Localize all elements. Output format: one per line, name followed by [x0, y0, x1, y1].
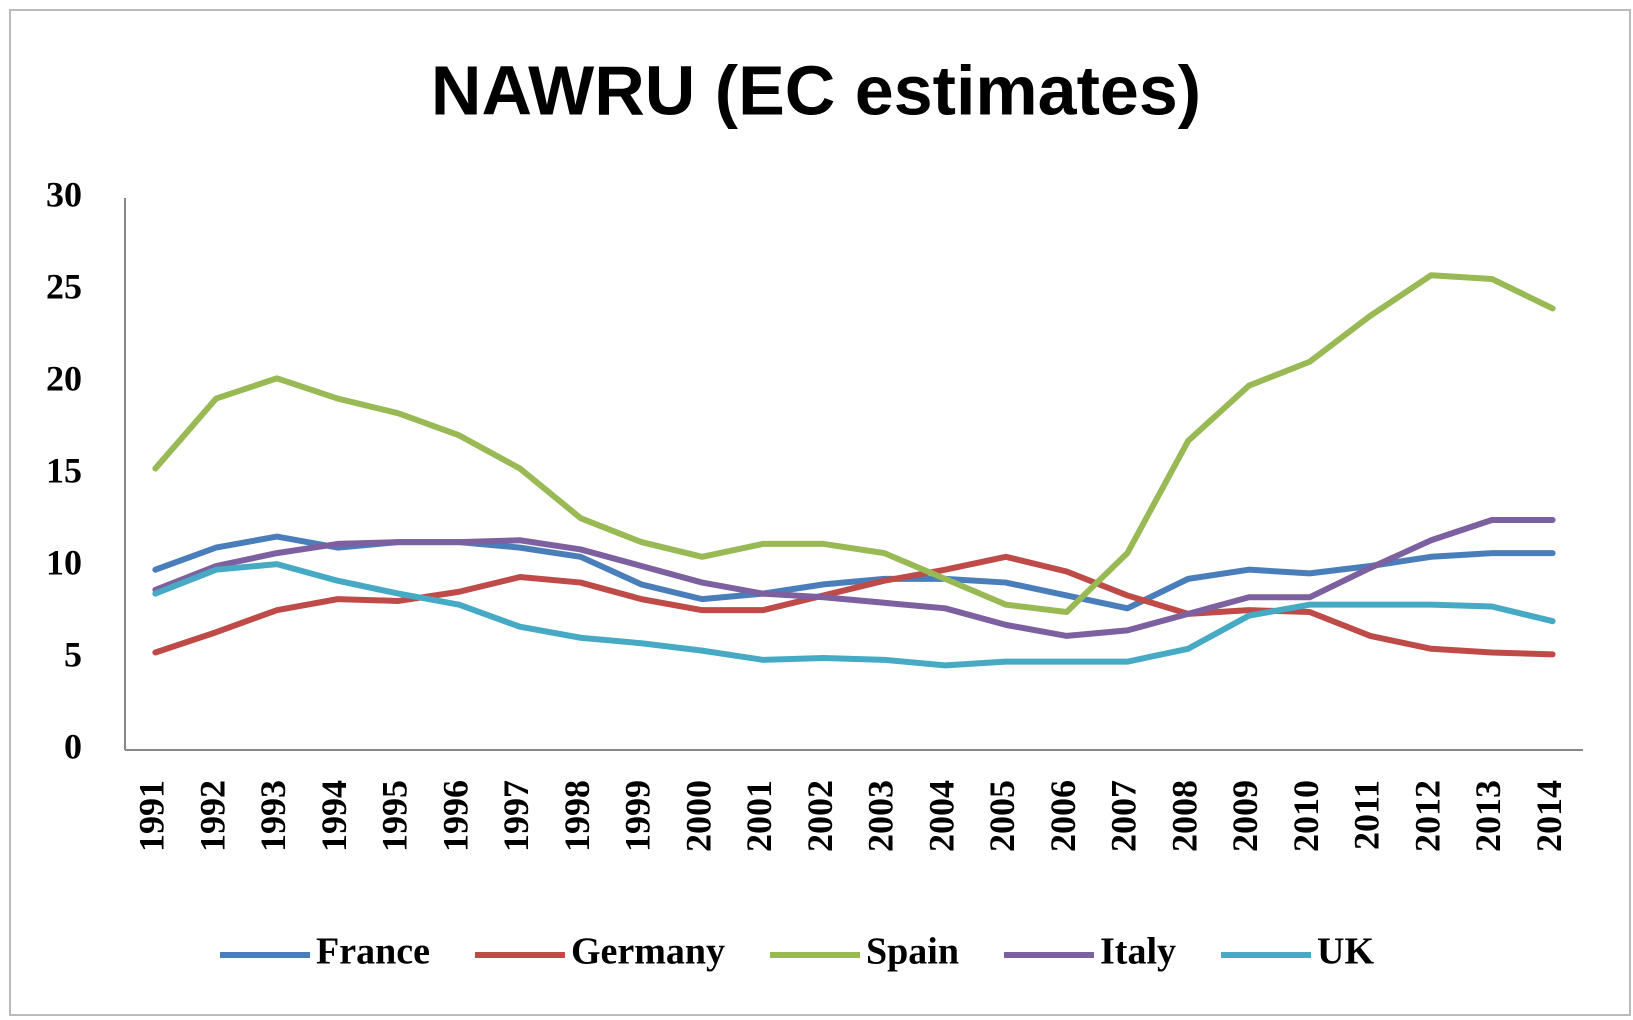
- series-line: [152, 517, 1556, 639]
- x-tick-label: 2006: [1043, 780, 1083, 852]
- x-tick-label: 1998: [557, 780, 597, 852]
- y-tick-label: 10: [46, 542, 82, 582]
- x-tick-label: 2005: [982, 780, 1022, 852]
- x-tick-label: 2007: [1104, 780, 1144, 852]
- x-tick-label: 2002: [800, 780, 840, 852]
- y-tick-label: 30: [46, 174, 82, 214]
- y-tick-label: 0: [64, 726, 82, 766]
- chart-title: NAWRU (EC estimates): [431, 51, 1201, 129]
- x-tick-label: 1996: [435, 780, 475, 852]
- x-tick-label: 2012: [1407, 780, 1447, 852]
- x-tick-label: 2001: [739, 780, 779, 852]
- legend-label: Germany: [571, 931, 725, 973]
- x-tick-label: 2013: [1468, 780, 1508, 852]
- chart-border: [9, 9, 1631, 1016]
- x-tick-label: 2000: [678, 780, 718, 852]
- x-tick-label: 2010: [1286, 780, 1326, 852]
- legend-label: Italy: [1100, 931, 1176, 973]
- legend-label: Spain: [866, 931, 959, 973]
- x-tick-label: 2004: [921, 780, 961, 852]
- x-tick-label: 1999: [618, 780, 658, 852]
- y-tick-label: 15: [46, 450, 82, 490]
- x-tick-label: 1993: [253, 780, 293, 852]
- x-tick-label: 2014: [1529, 780, 1569, 852]
- x-tick-label: 1994: [314, 780, 354, 852]
- x-tick-label: 2011: [1347, 780, 1387, 850]
- legend-label: France: [316, 931, 430, 973]
- x-tick-label: 1997: [496, 780, 536, 852]
- y-tick-label: 5: [64, 634, 82, 674]
- series-line: [152, 561, 1556, 669]
- x-tick-label: 1992: [192, 780, 232, 852]
- legend-label: UK: [1317, 931, 1374, 973]
- y-tick-label: 25: [46, 266, 82, 306]
- x-tick-label: 1991: [132, 780, 172, 852]
- series-line: [152, 272, 1556, 615]
- x-tick-label: 1995: [375, 780, 415, 852]
- series-line: [152, 553, 1556, 658]
- x-tick-label: 2009: [1225, 780, 1265, 852]
- x-tick-label: 2003: [861, 780, 901, 852]
- y-tick-label: 20: [46, 358, 82, 398]
- x-tick-label: 2008: [1164, 780, 1204, 852]
